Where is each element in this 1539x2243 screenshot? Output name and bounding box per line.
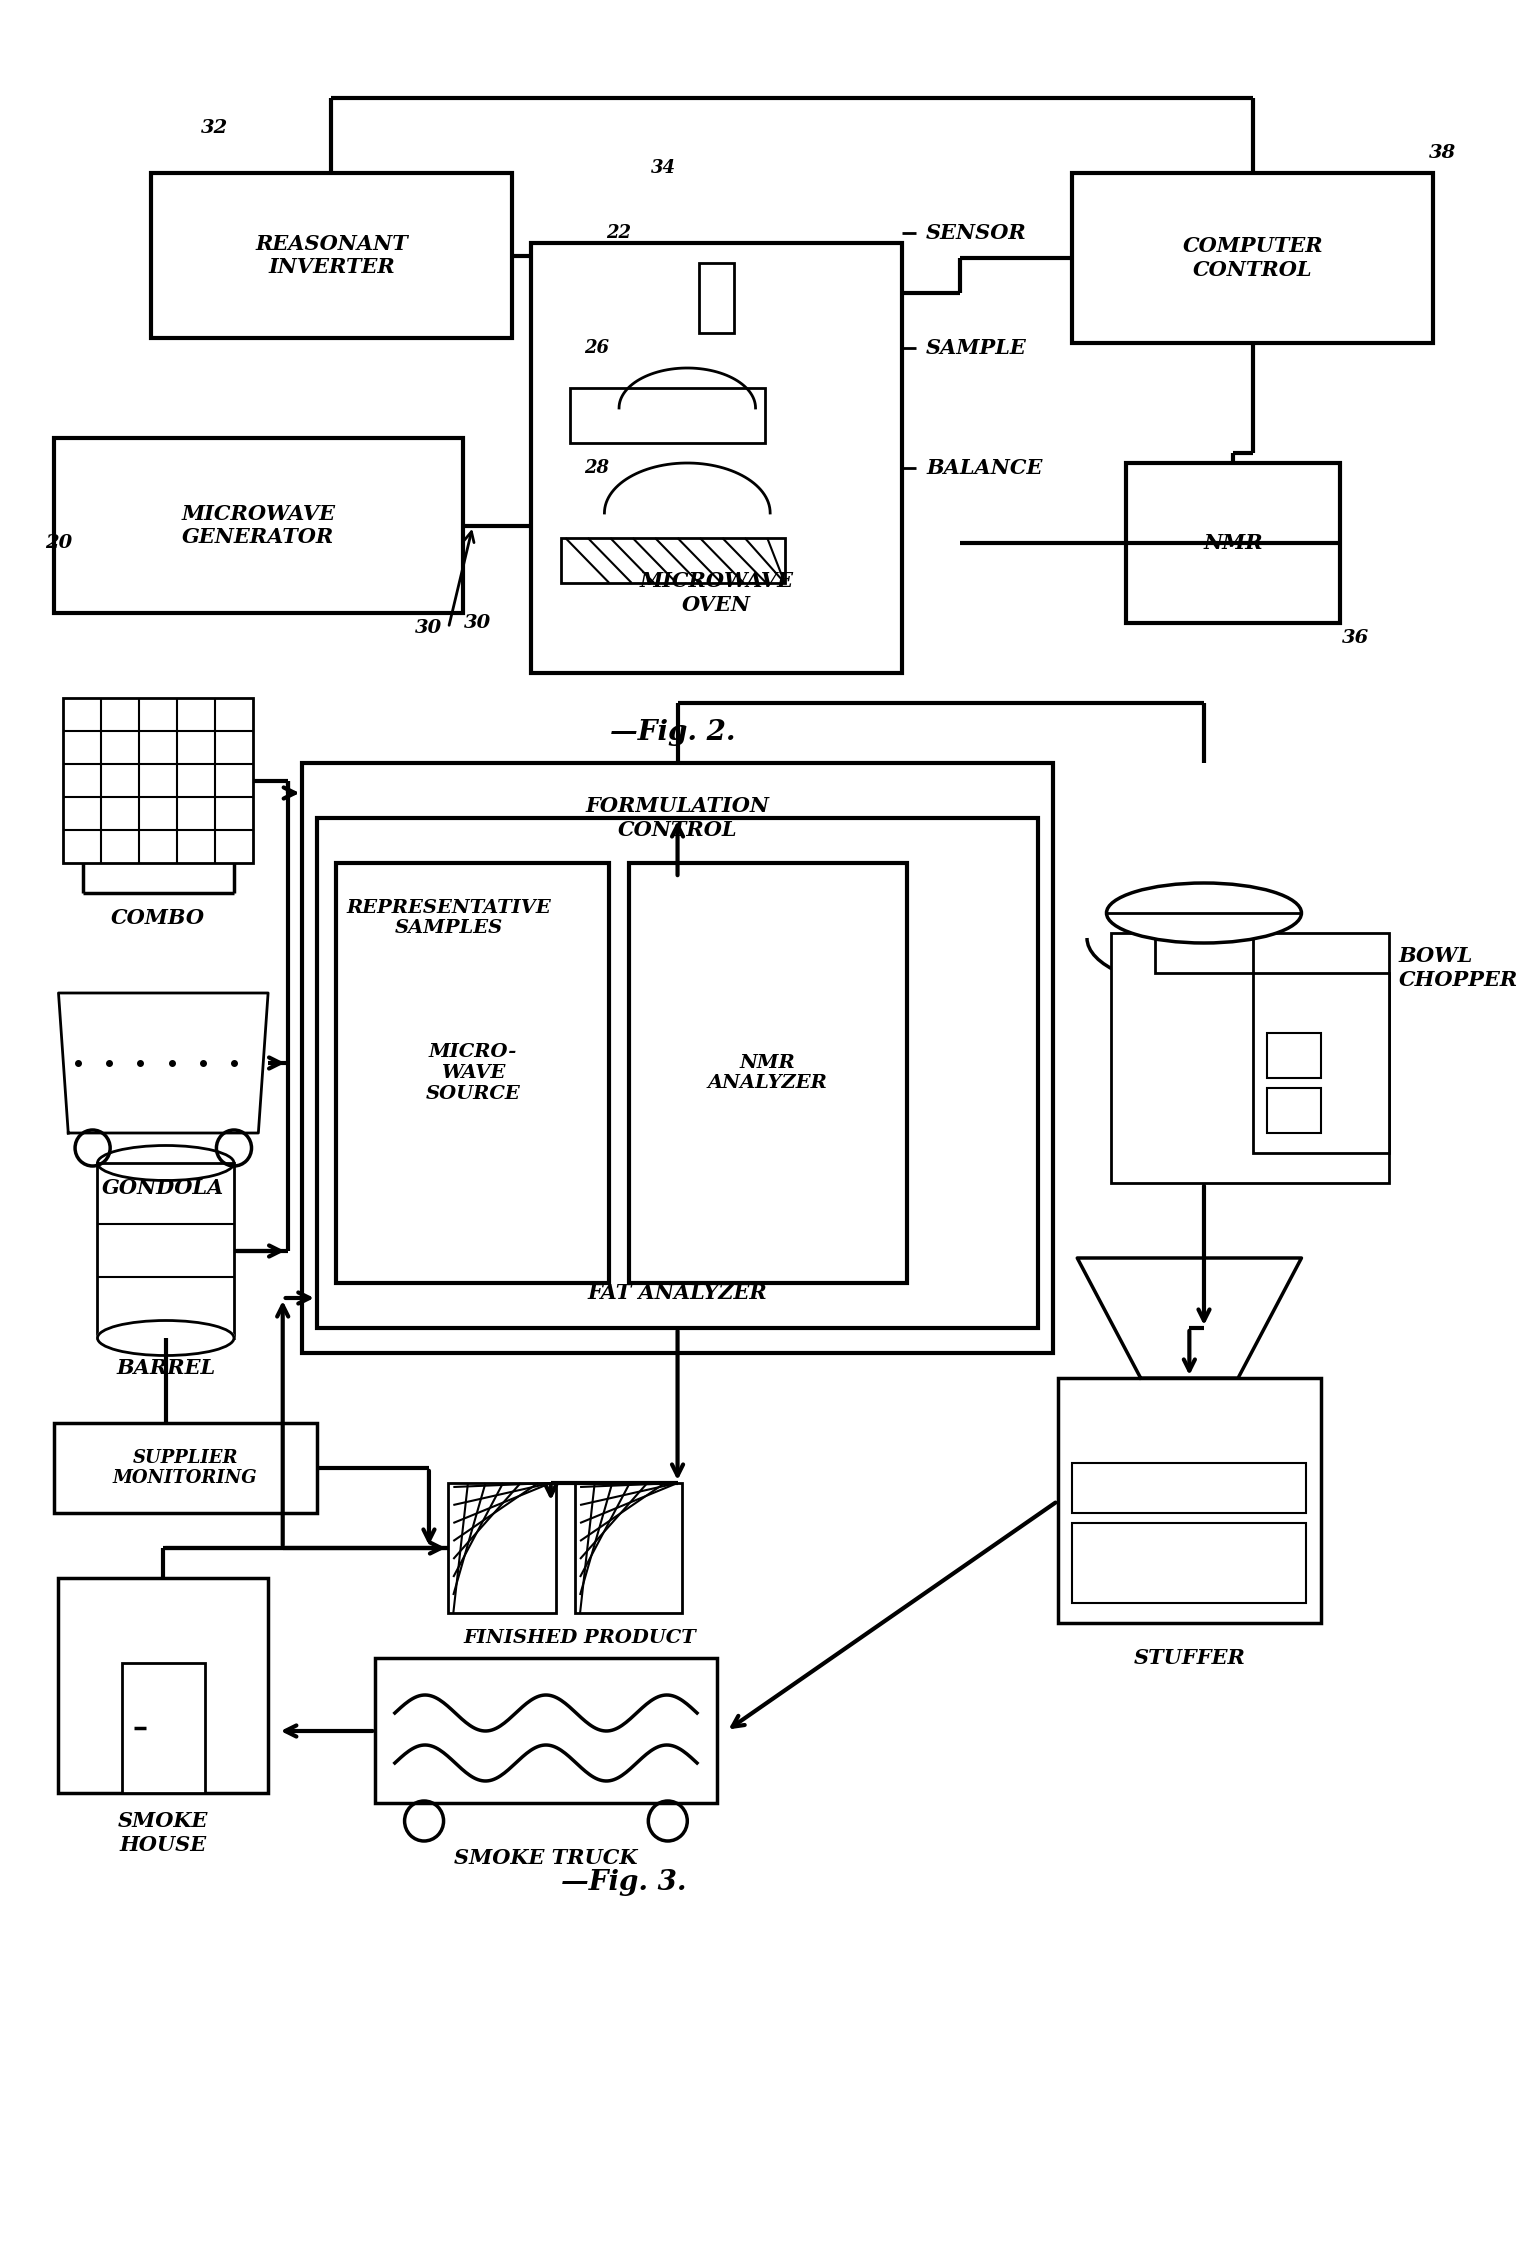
Bar — [376, 1658, 717, 1803]
Text: COMBO: COMBO — [111, 908, 205, 929]
Bar — [302, 763, 1053, 1353]
Text: MICROWAVE
GENERATOR: MICROWAVE GENERATOR — [182, 505, 336, 547]
Bar — [1073, 173, 1433, 343]
Text: 22: 22 — [606, 224, 631, 242]
Text: —Fig. 3.: —Fig. 3. — [562, 1868, 686, 1898]
Text: SUPPLIER
MONITORING: SUPPLIER MONITORING — [112, 1449, 257, 1487]
Bar — [531, 242, 902, 673]
Text: 32: 32 — [202, 119, 228, 137]
Bar — [1127, 462, 1340, 624]
Text: SAMPLE: SAMPLE — [926, 339, 1027, 359]
Text: MICRO-
WAVE
SOURCE: MICRO- WAVE SOURCE — [425, 1043, 520, 1104]
Text: COMPUTER
CONTROL: COMPUTER CONTROL — [1182, 236, 1324, 280]
Text: 36: 36 — [1342, 628, 1368, 646]
Text: —Fig. 2.: —Fig. 2. — [609, 720, 736, 747]
Bar — [1267, 1034, 1320, 1079]
Bar — [151, 173, 512, 339]
Bar — [1073, 1462, 1307, 1514]
Text: SMOKE
HOUSE: SMOKE HOUSE — [117, 1812, 208, 1855]
Polygon shape — [1077, 1258, 1302, 1377]
Bar — [63, 698, 254, 864]
Text: 28: 28 — [585, 460, 609, 478]
Bar — [97, 1164, 234, 1339]
Bar — [560, 538, 785, 583]
Text: FORMULATION
CONTROL: FORMULATION CONTROL — [585, 796, 770, 839]
Bar — [1057, 1377, 1320, 1624]
Bar — [448, 1483, 556, 1613]
Bar — [1111, 933, 1390, 1182]
Bar — [629, 864, 906, 1283]
Text: BOWL
CHOPPER: BOWL CHOPPER — [1399, 947, 1517, 989]
Text: 20: 20 — [45, 534, 72, 552]
Text: BALANCE: BALANCE — [926, 458, 1042, 478]
Text: 26: 26 — [585, 339, 609, 357]
Text: BARREL: BARREL — [115, 1357, 215, 1377]
Text: STUFFER: STUFFER — [1133, 1649, 1245, 1669]
Bar — [571, 388, 765, 444]
Text: FAT ANALYZER: FAT ANALYZER — [588, 1283, 768, 1303]
Bar — [317, 819, 1039, 1328]
Bar — [58, 1579, 268, 1792]
Polygon shape — [58, 994, 268, 1133]
Text: 30: 30 — [465, 615, 491, 633]
Ellipse shape — [1107, 884, 1302, 942]
Text: SENSOR: SENSOR — [926, 222, 1027, 242]
Bar — [1253, 973, 1390, 1153]
Text: REPRESENTATIVE
SAMPLES: REPRESENTATIVE SAMPLES — [346, 899, 551, 938]
Bar — [337, 864, 609, 1283]
Text: MICROWAVE
OVEN: MICROWAVE OVEN — [640, 572, 794, 615]
Bar — [54, 437, 463, 612]
Text: 34: 34 — [651, 159, 676, 177]
Text: 38: 38 — [1430, 144, 1456, 161]
Bar — [54, 1422, 317, 1514]
Bar — [576, 1483, 682, 1613]
Text: 30: 30 — [416, 619, 443, 637]
Text: NMR
ANALYZER: NMR ANALYZER — [708, 1054, 826, 1092]
Bar — [1156, 924, 1253, 973]
Text: NMR: NMR — [1203, 534, 1264, 554]
Bar — [1073, 1523, 1307, 1604]
Text: FINISHED PRODUCT: FINISHED PRODUCT — [463, 1628, 697, 1646]
Bar — [122, 1662, 205, 1792]
Bar — [1267, 1088, 1320, 1133]
Bar — [699, 262, 734, 332]
Text: GONDOLA: GONDOLA — [102, 1178, 225, 1198]
Text: REASONANT
INVERTER: REASONANT INVERTER — [255, 233, 408, 278]
Text: SMOKE TRUCK: SMOKE TRUCK — [454, 1848, 637, 1868]
Ellipse shape — [97, 1321, 234, 1355]
